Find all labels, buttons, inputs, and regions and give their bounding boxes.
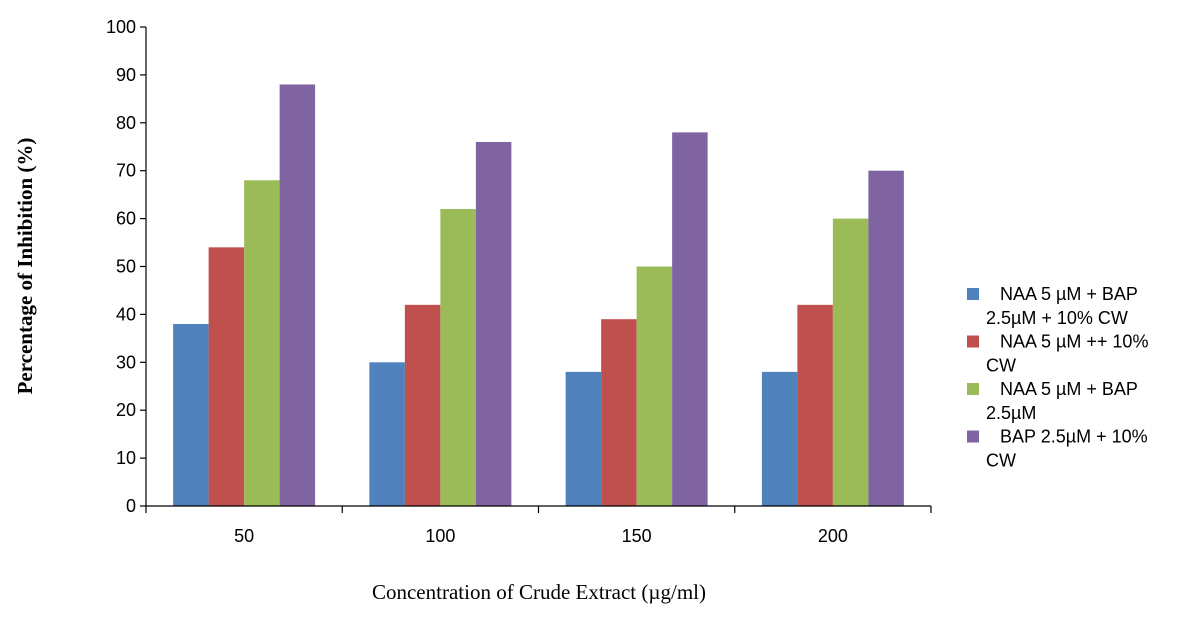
bar xyxy=(636,266,673,506)
legend-label-continued: 2.5µM + 10% CW xyxy=(986,308,1128,328)
bar xyxy=(173,323,209,506)
y-tick-label: 50 xyxy=(116,257,136,277)
x-axis-title: Concentration of Crude Extract (µg/ml) xyxy=(372,580,706,604)
bar xyxy=(672,132,708,506)
bar xyxy=(797,304,833,506)
legend: NAA 5 µM + BAP 2.5µM + 10% CW NAA 5 µM ++ … xyxy=(967,284,1148,471)
bar xyxy=(761,371,798,506)
y-tick-label: 70 xyxy=(116,161,136,181)
y-axis-ticks: 0 10 20 30 40 50 60 70 80 90 100 xyxy=(106,17,146,516)
legend-label-continued: 2.5µM xyxy=(986,403,1036,423)
legend-label-continued: CW xyxy=(986,356,1016,376)
bar xyxy=(601,319,637,506)
bar xyxy=(404,304,441,506)
x-tick-label: 100 xyxy=(425,526,455,546)
y-tick-label: 30 xyxy=(116,352,136,372)
bar xyxy=(565,371,602,506)
y-axis-title: Percentage of Inhibition (%) xyxy=(13,138,37,395)
x-axis-ticks: 50 100 150 200 xyxy=(145,506,932,546)
y-tick-label: 60 xyxy=(116,209,136,229)
plot-bars xyxy=(173,84,904,506)
legend-label: NAA 5 µM ++ 10% xyxy=(1000,332,1148,352)
y-tick-label: 90 xyxy=(116,65,136,85)
legend-swatch xyxy=(967,335,979,348)
legend-label: NAA 5 µM + BAP xyxy=(1000,379,1138,399)
legend-label-continued: CW xyxy=(986,451,1016,471)
y-tick-label: 100 xyxy=(106,17,136,37)
y-tick-label: 80 xyxy=(116,113,136,133)
legend-swatch xyxy=(967,430,979,443)
bar xyxy=(440,209,476,506)
bar xyxy=(868,170,904,506)
y-tick-label: 0 xyxy=(126,496,136,516)
bar xyxy=(279,84,316,506)
legend-swatch xyxy=(967,383,979,395)
bar xyxy=(208,247,245,506)
x-tick-label: 200 xyxy=(818,526,848,546)
y-tick-label: 20 xyxy=(116,400,136,420)
bar xyxy=(369,362,405,506)
legend-swatch xyxy=(967,288,979,300)
bar xyxy=(475,141,512,506)
x-tick-label: 50 xyxy=(234,526,254,546)
x-tick-label: 150 xyxy=(622,526,652,546)
bar xyxy=(244,180,280,506)
bar xyxy=(832,218,869,506)
legend-label: NAA 5 µM + BAP xyxy=(1000,284,1138,304)
legend-label: BAP 2.5µM + 10% xyxy=(1000,427,1148,447)
y-tick-label: 40 xyxy=(116,304,136,324)
y-tick-label: 10 xyxy=(116,448,136,468)
